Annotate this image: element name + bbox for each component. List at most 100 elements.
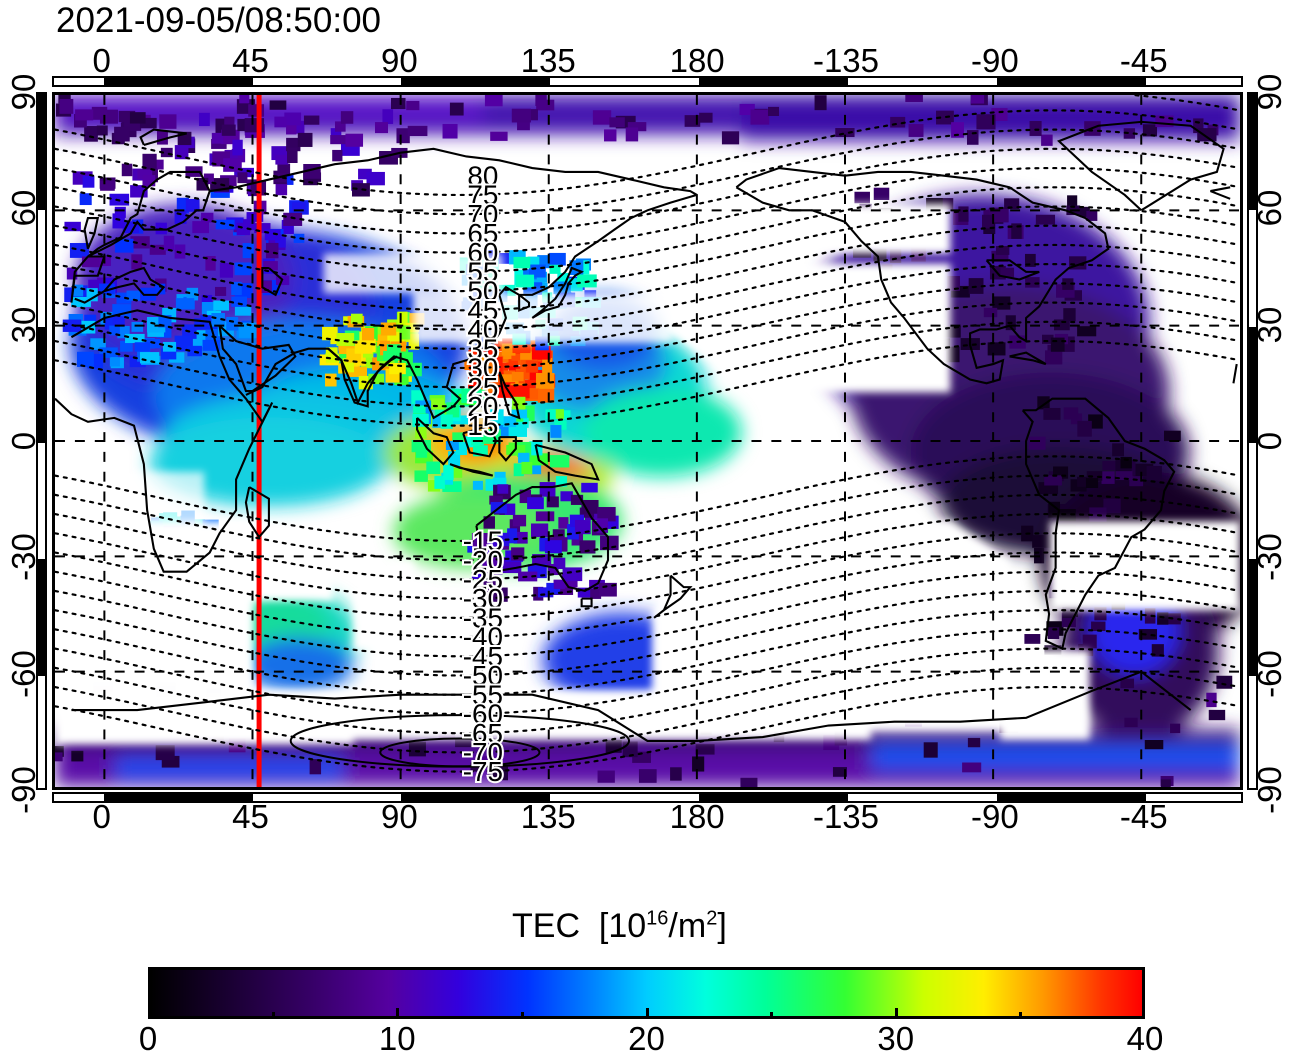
- latitude-label-left: -60: [5, 649, 42, 698]
- tec-pixel: [231, 296, 248, 307]
- tec-pixel: [342, 358, 354, 373]
- tec-pixel: [309, 759, 322, 775]
- tec-pixel: [196, 177, 209, 191]
- tec-pixel: [361, 327, 375, 341]
- axis-ruler-segment: [401, 794, 551, 801]
- colorbar-minor-tick: [271, 1012, 275, 1019]
- axis-ruler-segment: [1249, 326, 1256, 443]
- colorbar-title-main: TEC: [512, 907, 580, 945]
- tec-pixel: [740, 777, 758, 787]
- colorbar-minor-tick: [1019, 1012, 1023, 1019]
- tec-pixel: [389, 362, 406, 375]
- longitude-label-top: 180: [669, 42, 725, 79]
- tec-pixel: [69, 243, 90, 258]
- geomagnetic-contour-label: -55: [463, 679, 503, 710]
- tec-pixel: [890, 116, 906, 128]
- tec-pixel: [923, 742, 938, 758]
- tec-pixel: [408, 741, 426, 757]
- tec-pixel: [142, 153, 157, 170]
- coastline-asia-north: [209, 147, 698, 196]
- tec-pixel: [513, 463, 524, 477]
- tec-pixel: [1160, 779, 1171, 787]
- tec-pixel: [139, 117, 157, 129]
- coastline-sea-islands: [416, 417, 455, 466]
- tec-pixel: [546, 496, 559, 508]
- geomagnetic-contour-label: 30: [467, 353, 498, 384]
- map-plot-area: 80 75 70 65 60 55 50 45 40 35 30 25 20 15 -15 -20 -25 -30…: [52, 92, 1243, 790]
- coastline-tasmania: [580, 597, 593, 608]
- tec-pixel: [211, 139, 227, 149]
- tec-pixel: [526, 109, 538, 121]
- coastline-borneo: [462, 424, 498, 458]
- longitude-label-top: -45: [1119, 42, 1168, 79]
- colorbar-minor-tick: [520, 1012, 524, 1019]
- tec-pixel: [502, 416, 517, 428]
- tec-pixel: [275, 182, 288, 196]
- tec-pixel: [109, 357, 120, 367]
- tec-pixel: [121, 163, 133, 177]
- geomagnetic-contour-label: 80: [467, 160, 498, 191]
- tec-pixel: [284, 112, 302, 126]
- tec-pixel: [471, 570, 488, 580]
- tec-pixel: [592, 110, 612, 125]
- tec-pixel: [407, 125, 428, 137]
- tec-pixel: [577, 587, 592, 598]
- coastline-sulawesi: [498, 436, 517, 462]
- tec-pixel: [1035, 214, 1056, 225]
- tec-pixel: [1138, 629, 1158, 640]
- tec-pixel: [126, 290, 141, 301]
- tec-pixel: [163, 235, 175, 251]
- tec-pixel: [303, 115, 320, 125]
- latitude-label-left: 0: [5, 431, 42, 451]
- latitude-label-left: -90: [5, 766, 42, 814]
- tec-pixel: [214, 286, 227, 296]
- tec-pixel: [562, 567, 583, 582]
- tec-pixel: [161, 348, 177, 360]
- tec-pixel: [160, 147, 173, 158]
- tec-pixel: [347, 366, 368, 377]
- latitude-label-right: 0: [1251, 431, 1288, 451]
- tec-pixel: [596, 518, 608, 533]
- tec-pixel: [1064, 336, 1075, 352]
- longitude-label-top: 90: [381, 42, 418, 79]
- tec-pixel: [1025, 277, 1040, 288]
- tec-pixel: [237, 172, 248, 184]
- tec-pixel: [1054, 319, 1070, 331]
- tec-pixel: [750, 109, 770, 125]
- coastline-australia: [475, 482, 610, 593]
- tec-pixel: [501, 374, 519, 384]
- coastline-greatlakes: [985, 259, 1040, 281]
- tec-pixel: [154, 283, 166, 295]
- tec-pixel: [555, 476, 568, 487]
- axis-ruler-segment: [38, 94, 45, 211]
- tec-pixel: [542, 357, 553, 374]
- tec-pixel: [507, 528, 518, 544]
- tec-pixel: [213, 300, 230, 311]
- geomagnetic-contour-label: 15: [467, 410, 498, 441]
- axis-ruler-segment: [38, 326, 45, 443]
- tec-pixel: [597, 770, 615, 783]
- geomagnetic-contour-label: -35: [463, 602, 503, 633]
- tec-pixel: [854, 191, 870, 204]
- tec-pixel: [570, 494, 584, 505]
- tec-pixel: [332, 149, 343, 162]
- tec-pixel: [292, 202, 306, 212]
- tec-pixel: [695, 744, 715, 755]
- right-axis-ruler: [1247, 92, 1258, 790]
- tec-pixel: [159, 114, 177, 129]
- tec-pixel: [535, 511, 555, 522]
- tec-pixel: [1044, 475, 1062, 486]
- tec-pixel: [1208, 709, 1226, 721]
- tec-pixel: [406, 100, 420, 111]
- tec-pixel: [265, 242, 279, 259]
- tec-pixel: [512, 343, 531, 354]
- tec-pixel: [131, 321, 144, 332]
- coastline-philippines: [498, 371, 521, 420]
- tec-pixel: [112, 316, 125, 326]
- tec-pixel: [174, 210, 187, 224]
- axis-ruler-segment: [38, 559, 45, 676]
- tec-pixel: [590, 588, 602, 599]
- tec-pixel: [966, 130, 979, 145]
